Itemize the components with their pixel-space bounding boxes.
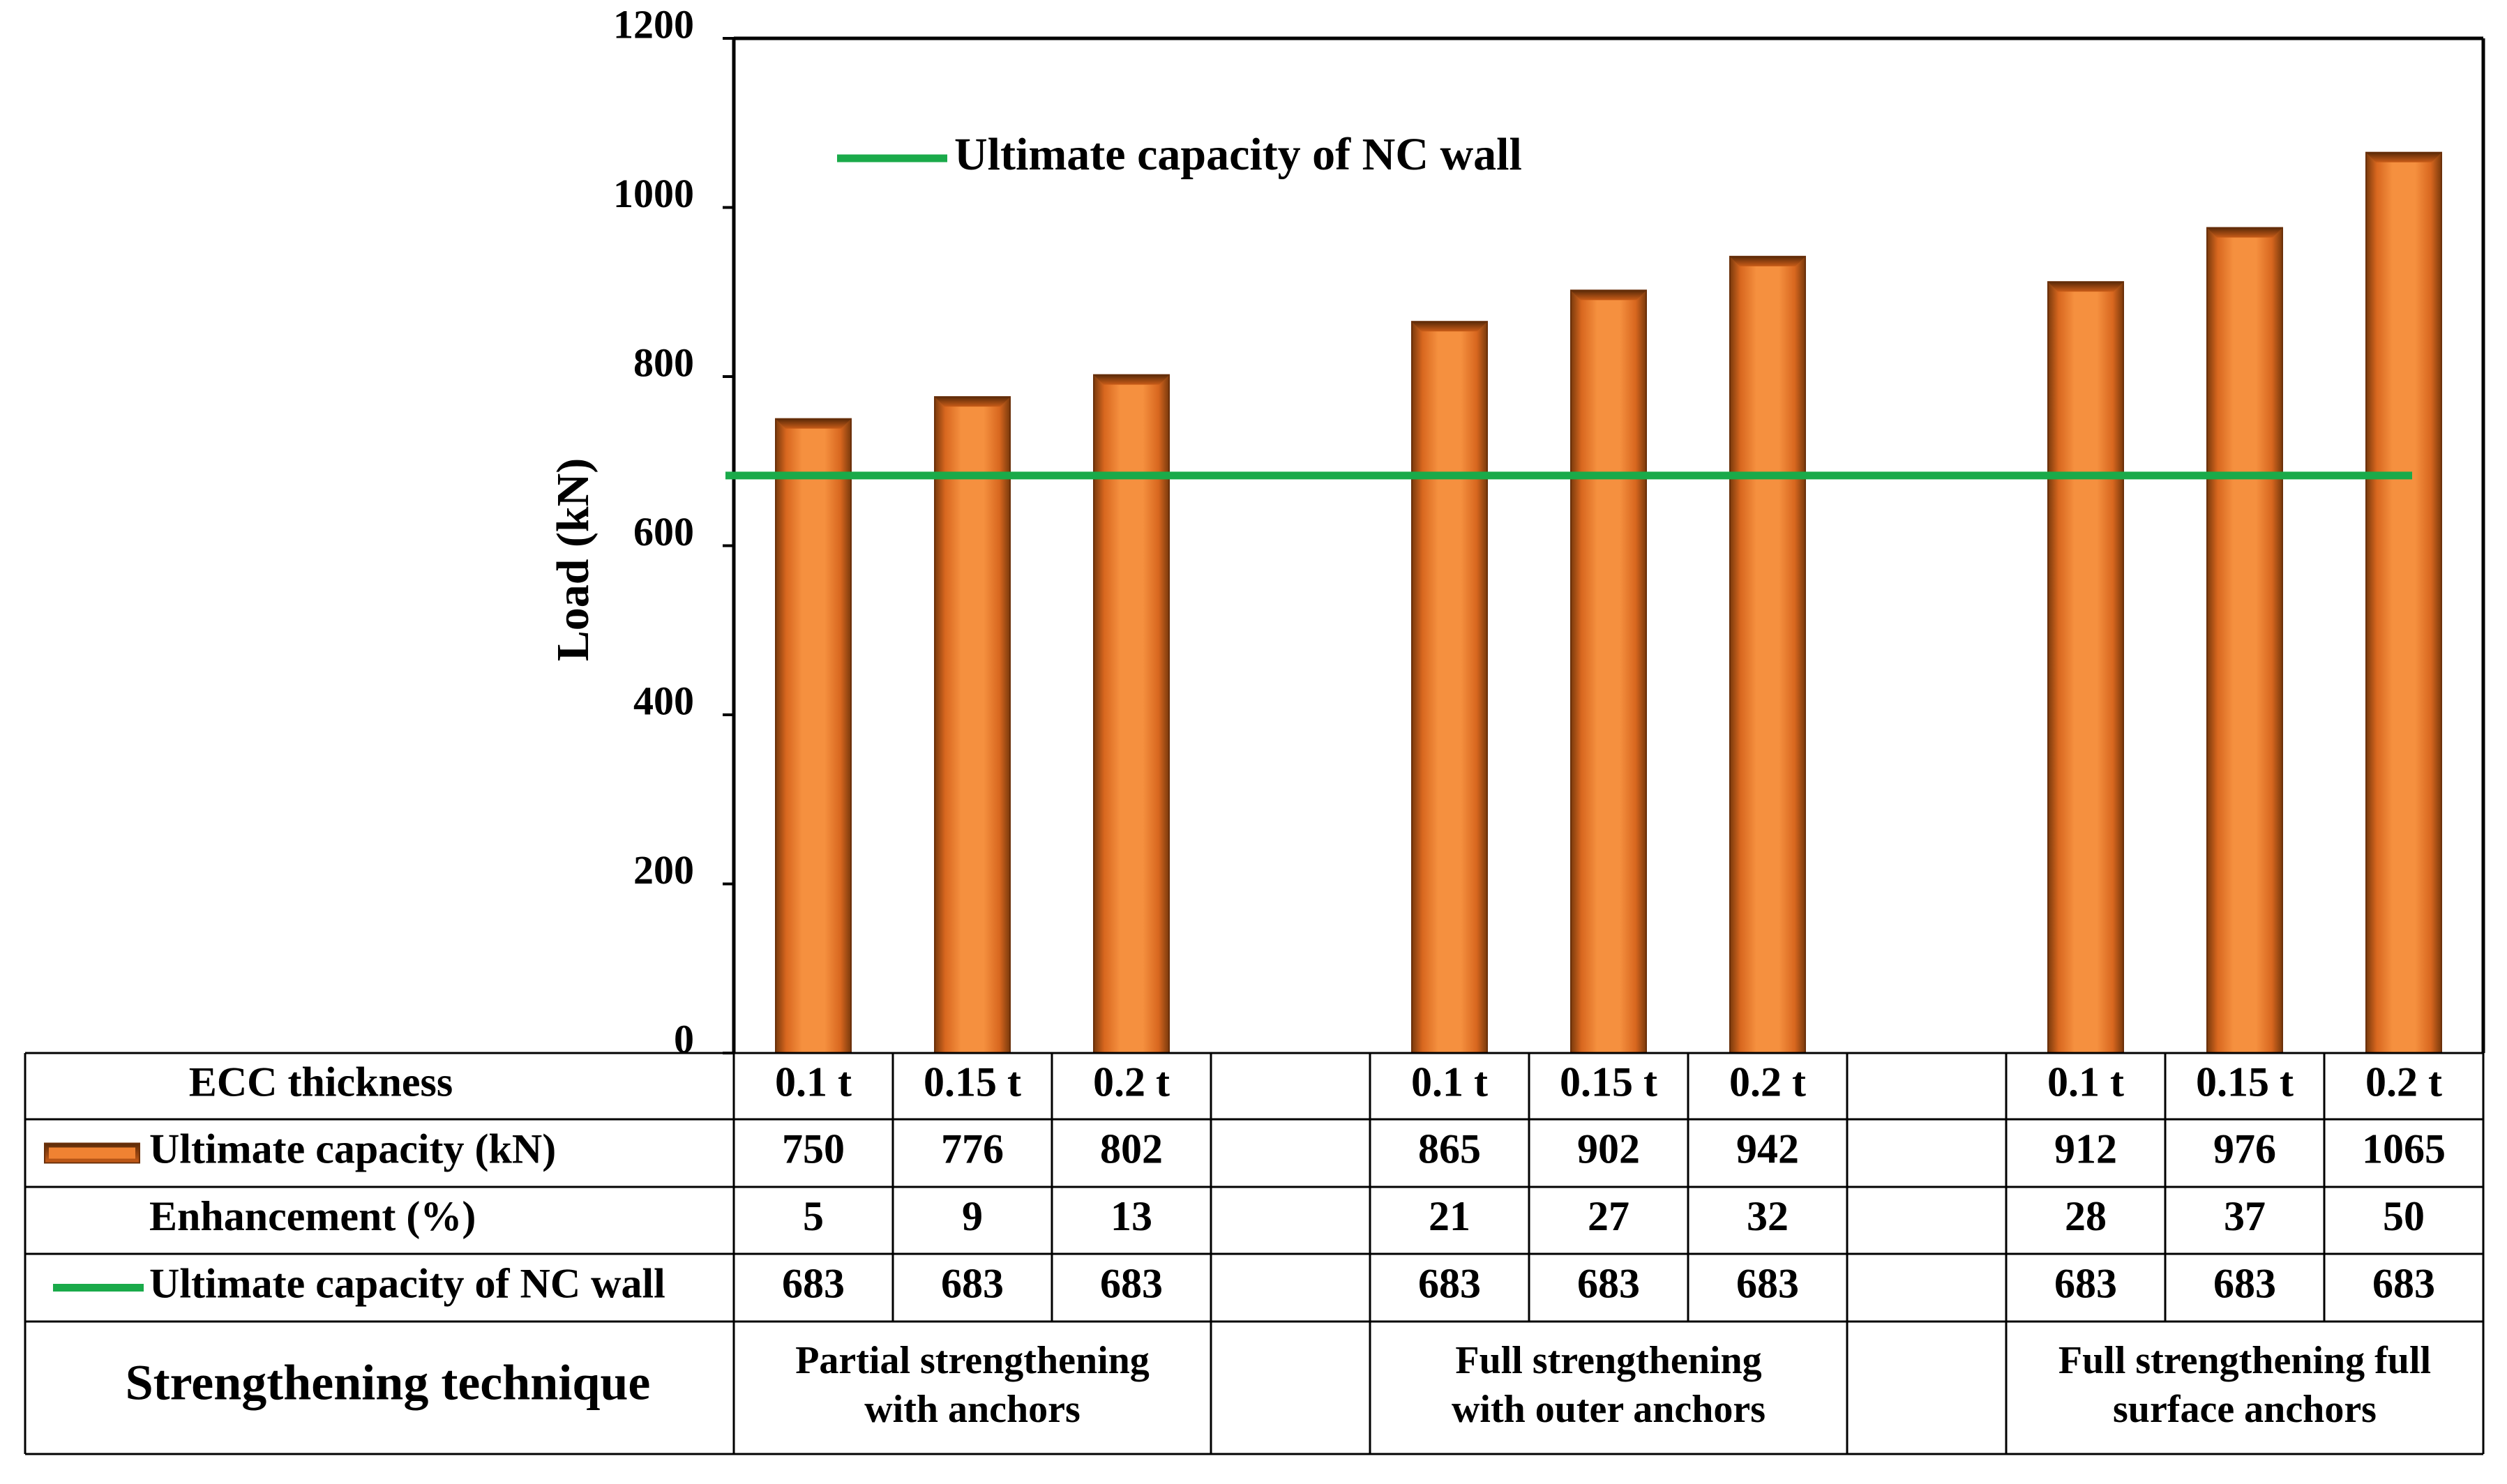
cell-capacity: 942: [1736, 1126, 1799, 1172]
cell-enhancement: 9: [962, 1193, 983, 1239]
y-axis-label: Load (kN): [548, 458, 598, 662]
cell-nc_wall: 683: [1577, 1260, 1640, 1306]
bar-top-bevel: [935, 397, 1010, 407]
cell-thickness: 0.2 t: [1093, 1059, 1170, 1105]
technique-label: surface anchors: [2113, 1388, 2377, 1431]
legend-label: Ultimate capacity of NC wall: [954, 129, 1522, 180]
cell-enhancement: 28: [2065, 1193, 2107, 1239]
technique-label: with outer anchors: [1452, 1388, 1766, 1431]
y-tick-label: 0: [674, 1016, 694, 1061]
bar-g3-1: [2047, 281, 2124, 1054]
row-label-thickness: ECC thickness: [189, 1059, 453, 1105]
cell-capacity: 865: [1418, 1126, 1481, 1172]
bar-g1-2: [934, 396, 1011, 1054]
cell-enhancement: 21: [1429, 1193, 1470, 1239]
bar-top-bevel: [2366, 152, 2441, 162]
bar-top-bevel: [2048, 282, 2123, 292]
bar-g2-3: [1729, 255, 1806, 1054]
technique-label: with anchors: [864, 1388, 1081, 1431]
row-label-technique: Strengthening technique: [126, 1355, 651, 1411]
y-tick-label: 1200: [613, 1, 694, 47]
cell-capacity: 750: [782, 1126, 845, 1172]
bar-top-bevel: [2207, 227, 2282, 238]
cell-capacity: 776: [941, 1126, 1004, 1172]
cell-thickness: 0.15 t: [924, 1059, 1021, 1105]
technique-label: Full strengthening: [1455, 1339, 1761, 1382]
row-label-capacity: Ultimate capacity (kN): [149, 1126, 556, 1172]
y-tick-label: 1000: [613, 171, 694, 216]
cell-enhancement: 37: [2224, 1193, 2266, 1239]
cell-capacity: 976: [2213, 1126, 2276, 1172]
bar-g3-2: [2206, 227, 2283, 1054]
bar-top-bevel: [1730, 256, 1805, 266]
cell-thickness: 0.15 t: [1560, 1059, 1657, 1105]
cell-nc_wall: 683: [1736, 1260, 1799, 1306]
capacity-legend-swatch-face: [49, 1147, 135, 1159]
cell-thickness: 0.2 t: [1729, 1059, 1806, 1105]
cell-enhancement: 27: [1588, 1193, 1629, 1239]
bar-top-bevel: [1571, 290, 1646, 301]
cell-capacity: 912: [2054, 1126, 2117, 1172]
cell-thickness: 0.1 t: [2047, 1059, 2124, 1105]
cell-capacity: 802: [1100, 1126, 1163, 1172]
bar-top-bevel: [776, 418, 851, 429]
technique-label: Partial strengthening: [795, 1339, 1150, 1382]
y-tick-label: 200: [633, 847, 694, 893]
bar-g2-1: [1411, 321, 1488, 1054]
cell-nc_wall: 683: [1418, 1260, 1481, 1306]
bar-g2-2: [1570, 289, 1647, 1054]
bar-g3-3: [2365, 151, 2442, 1054]
cell-nc_wall: 683: [2054, 1260, 2117, 1306]
row-label-nc-wall: Ultimate capacity of NC wall: [149, 1260, 665, 1306]
cell-capacity: 902: [1577, 1126, 1640, 1172]
cell-enhancement: 13: [1111, 1193, 1152, 1239]
cell-enhancement: 32: [1747, 1193, 1789, 1239]
cell-thickness: 0.1 t: [775, 1059, 852, 1105]
cell-nc_wall: 683: [2372, 1260, 2435, 1306]
y-tick-label: 800: [633, 340, 694, 385]
y-tick-label: 600: [633, 509, 694, 554]
bar-g1-1: [775, 418, 852, 1054]
cell-nc_wall: 683: [941, 1260, 1004, 1306]
y-tick-label: 400: [633, 678, 694, 723]
cell-capacity: 1065: [2362, 1126, 2446, 1172]
cell-thickness: 0.1 t: [1411, 1059, 1488, 1105]
cell-thickness: 0.2 t: [2365, 1059, 2442, 1105]
row-label-enhancement: Enhancement (%): [149, 1193, 476, 1239]
cell-thickness: 0.15 t: [2196, 1059, 2294, 1105]
bar-top-bevel: [1412, 321, 1487, 332]
cell-enhancement: 5: [803, 1193, 824, 1239]
technique-label: Full strengthening full: [2058, 1339, 2431, 1382]
cell-nc_wall: 683: [782, 1260, 845, 1306]
bar-top-bevel: [1094, 374, 1169, 385]
cell-nc_wall: 683: [1100, 1260, 1163, 1306]
cell-nc_wall: 683: [2213, 1260, 2276, 1306]
cell-enhancement: 50: [2383, 1193, 2425, 1239]
